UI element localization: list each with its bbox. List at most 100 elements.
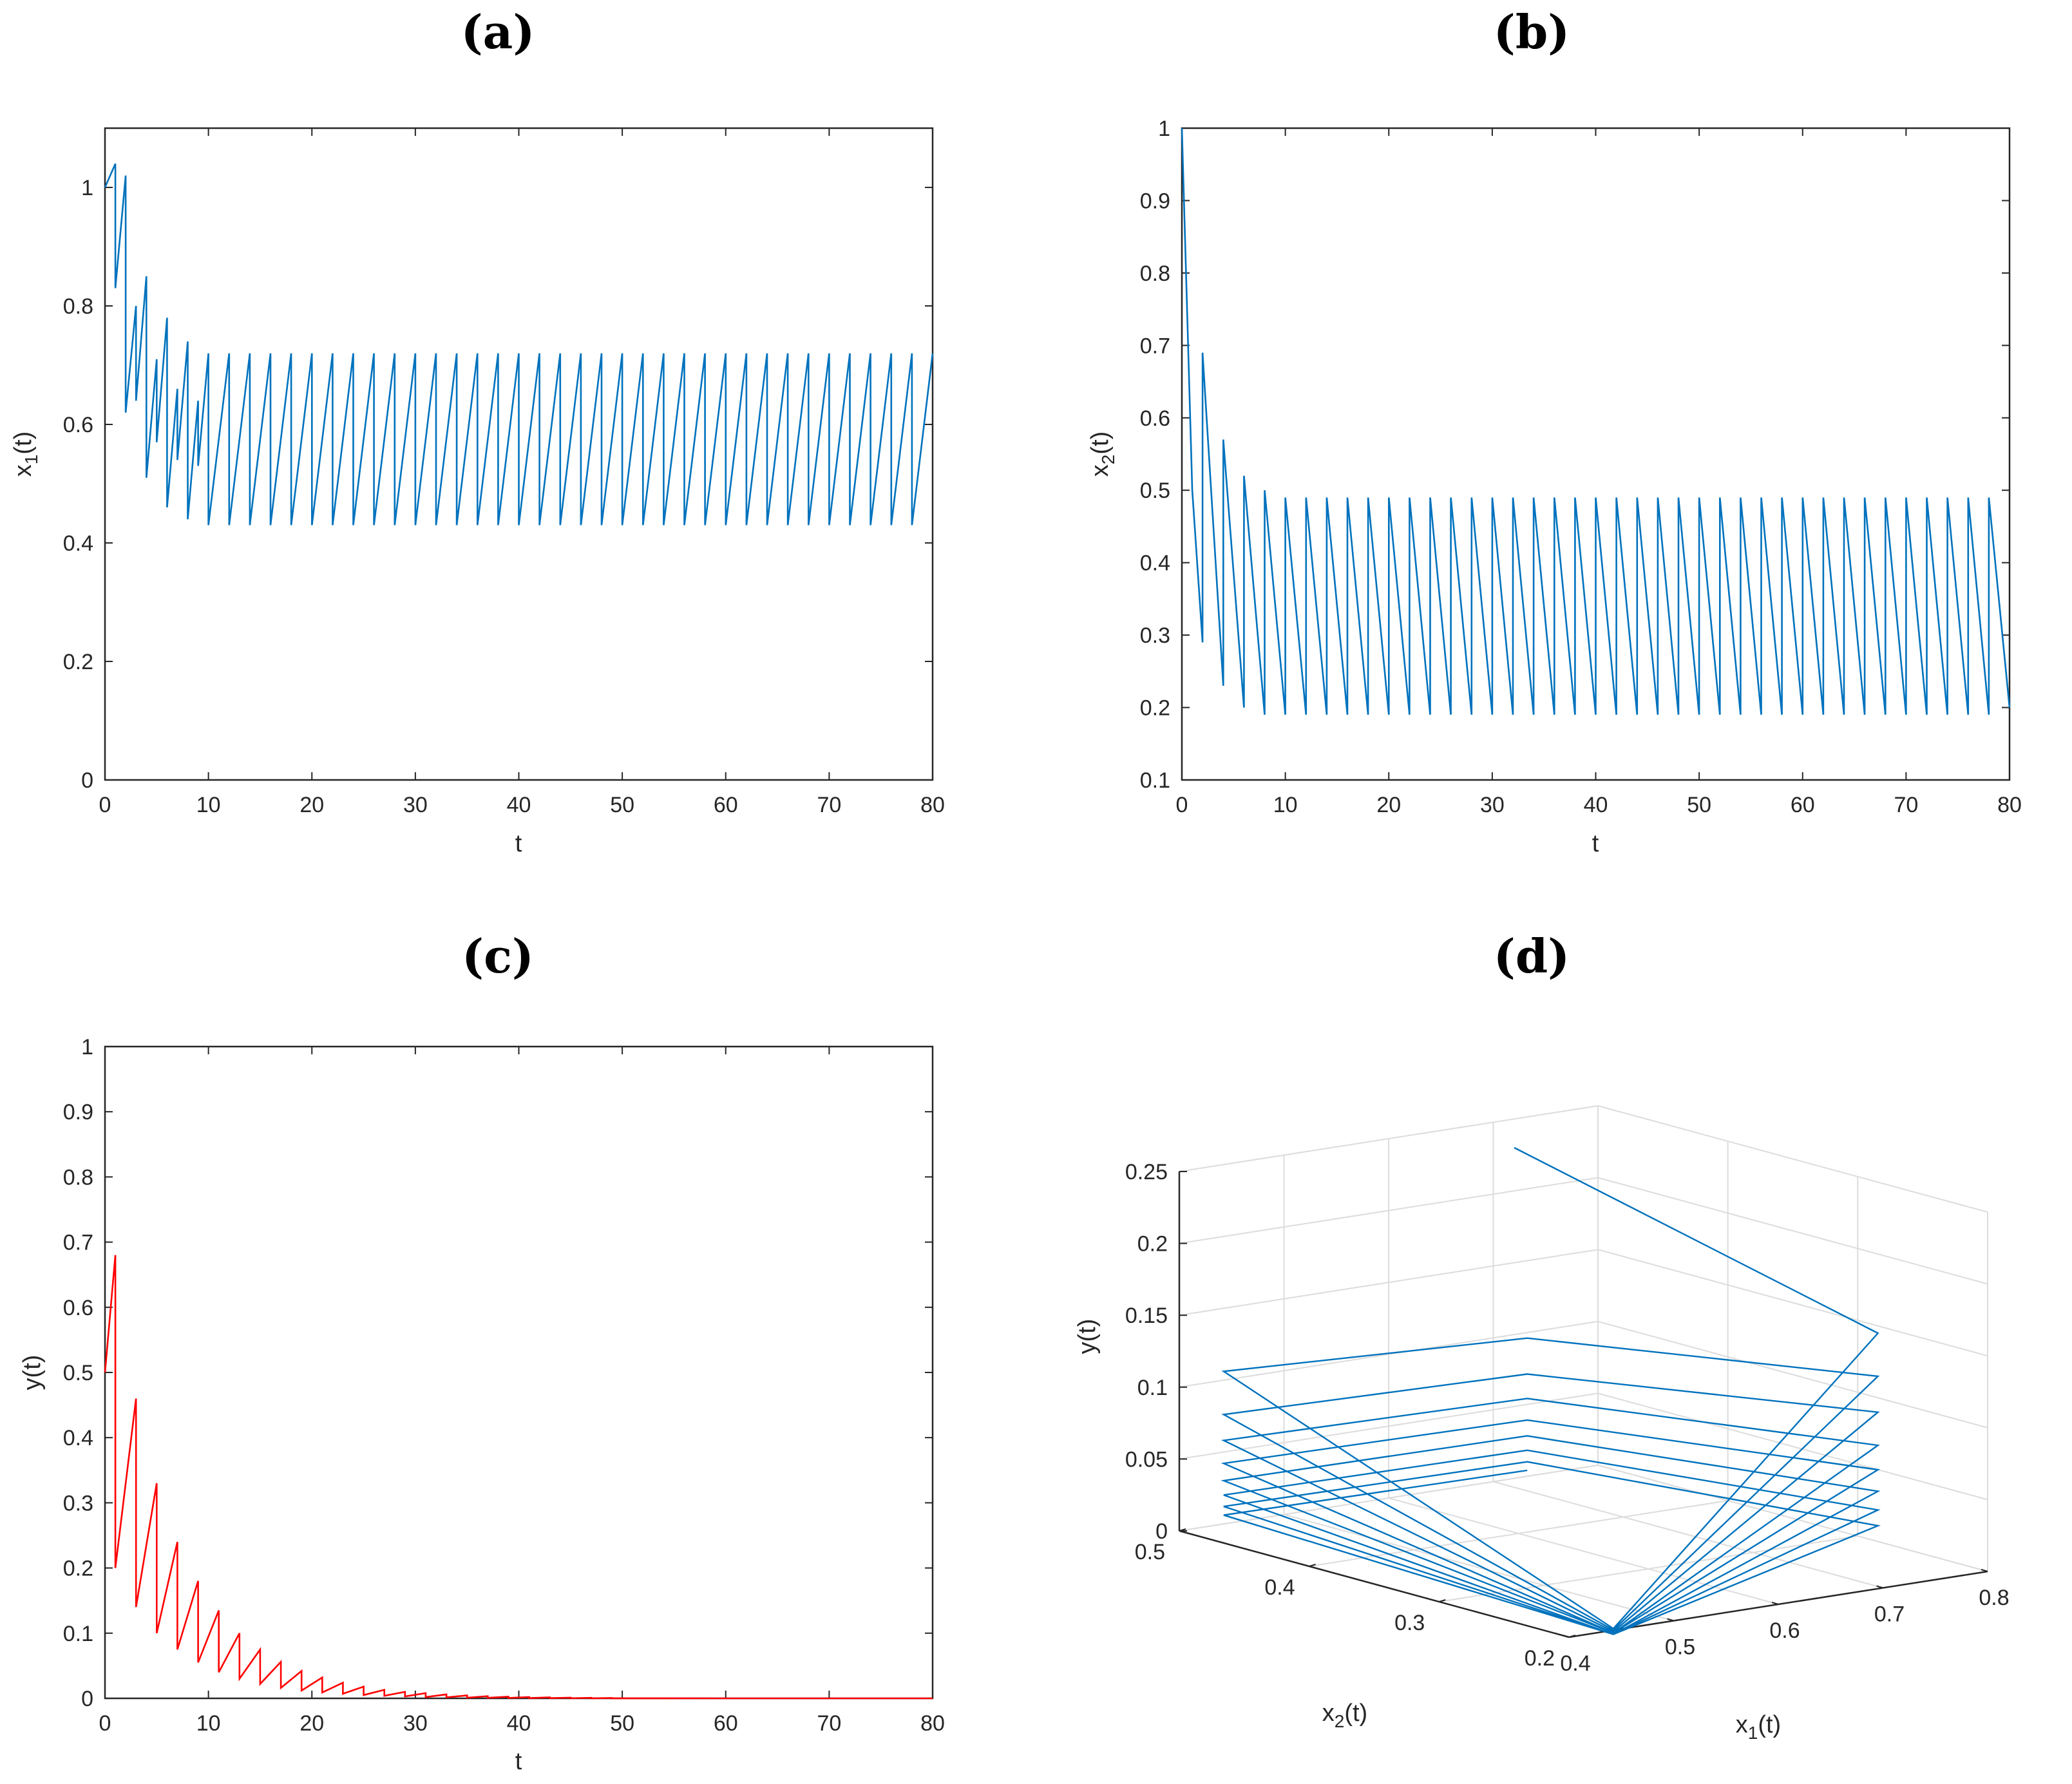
y-tick-label: 0.3 [63,1491,93,1515]
panel-b-x-ticks: 0 10 20 30 40 50 60 70 80 [1176,128,2022,817]
panel-d-x2-label: x2(t) [1322,1700,1367,1731]
floor-gridline [1493,1481,1883,1589]
x-tick-label: 0 [99,793,111,817]
y-tick-label: 1 [81,176,93,200]
x1-tick-mark [1771,1602,1779,1605]
x1-tick-label: 0.7 [1874,1602,1905,1627]
panel-c-title: (c) [462,929,534,983]
x2-tick-mark [1309,1564,1316,1567]
panel-d: (d) 0.4 0.5 0.6 0.7 0.8 0.2 0.3 0.4 0.5 0 0.05 0.… [1074,929,2010,1743]
panel-b: (b) 0 10 20 30 40 50 60 70 80 0.1 0.2 0.3 0.4 0.5 0.6… [1087,5,2022,857]
panel-a-y-ticks: 0 0.2 0.4 0.6 0.8 1 [63,176,933,793]
floor-gridline [1309,1500,1728,1567]
panel-d-y-ticks: 0 0.05 0.1 0.15 0.2 0.25 [1125,1160,1187,1544]
y-tick-label: 0.7 [63,1231,93,1255]
x-tick-label: 60 [714,1711,738,1736]
panel-b-y-label: x2(t) [1087,432,1118,477]
floor-gridline [1439,1535,1858,1602]
x-tick-label: 70 [1894,793,1918,817]
x-tick-label: 0 [1176,793,1188,817]
y-tick-label: 0.8 [63,294,93,319]
y-tick-label: 0.1 [1137,1376,1168,1400]
y-tick-label: 0 [1155,1519,1168,1544]
x-tick-label: 70 [817,1711,841,1736]
panel-c-y-ticks: 0 0.1 0.2 0.3 0.4 0.5 0.6 0.7 0.8 0.9 1 [63,1035,933,1711]
y-tick-label: 0.25 [1125,1160,1168,1184]
y-tick-label: 0.5 [63,1361,93,1385]
wall-gridline [1597,1177,1988,1285]
panel-d-y-label: y(t) [1074,1319,1101,1354]
x-tick-label: 40 [507,793,531,817]
y-tick-label: 0.6 [1140,406,1170,431]
panel-b-series-x2 [1181,128,2011,715]
panel-c-x-ticks: 0 10 20 30 40 50 60 70 80 [99,1047,945,1736]
wall-gridline [1597,1465,1988,1572]
panel-b-title: (b) [1494,5,1570,59]
panel-b-x-label: t [1592,830,1599,857]
y-tick-label: 0.3 [1140,623,1170,648]
x-tick-label: 0 [99,1711,111,1736]
y-tick-label: 0.7 [1140,334,1170,358]
x-tick-label: 30 [403,793,428,817]
x-tick-label: 20 [299,793,324,817]
panel-d-x1-ticks: 0.4 0.5 0.6 0.7 0.8 [1560,1569,2010,1676]
x-tick-label: 80 [920,793,945,817]
x2-tick-mark [1568,1635,1576,1638]
panel-c-axes [104,1045,934,1700]
y-tick-label: 0.15 [1125,1304,1168,1328]
x2-tick-label: 0.2 [1525,1646,1555,1671]
wall-gridline [1179,1177,1599,1244]
x-tick-label: 10 [1273,793,1298,817]
panel-d-x2-ticks: 0.2 0.3 0.4 0.5 [1135,1528,1576,1671]
wall-gridline [1179,1320,1599,1388]
x2-tick-label: 0.5 [1135,1540,1165,1564]
x-tick-label: 50 [610,793,634,817]
y-tick-label: 0.2 [63,1557,93,1581]
panel-c: (c) 0 10 20 30 40 50 60 70 80 0 0.1 0.2 0.3 0.4 0.5 0.… [19,929,945,1775]
y-tick-label: 0.9 [63,1100,93,1124]
y-tick-label: 0.6 [63,1296,93,1320]
panel-c-y-label: y(t) [19,1355,46,1390]
panel-c-series-y [104,1255,933,1700]
y-tick-label: 0.6 [63,413,93,437]
wall-gridline [1179,1105,1599,1172]
wall-gridline [1179,1249,1599,1316]
x-tick-label: 50 [1687,793,1711,817]
y-tick-label: 0.2 [1137,1232,1168,1257]
y-tick-label: 0.2 [63,650,93,674]
panel-a-y-label: x1(t) [10,432,41,477]
panel-d-title: (d) [1494,929,1570,983]
x-tick-label: 20 [299,1711,324,1736]
wall-gridline [1597,1320,1988,1428]
y-tick-label: 1 [1158,117,1170,141]
x-tick-label: 80 [1997,793,2022,817]
floor-gridline [1388,1497,1779,1605]
y-tick-label: 0.9 [1140,189,1170,213]
x-tick-label: 30 [1480,793,1505,817]
x1-tick-label: 0.5 [1665,1635,1695,1660]
x2-tick-label: 0.4 [1264,1575,1295,1600]
x-tick-label: 80 [920,1711,945,1736]
y-tick-label: 0.5 [1140,479,1170,503]
panel-b-y-ticks: 0.1 0.2 0.3 0.4 0.5 0.6 0.7 0.8 0.9 1 [1140,117,2010,793]
x-tick-label: 40 [507,1711,531,1736]
panel-a-series-x1 [104,163,934,526]
x-tick-label: 60 [714,793,738,817]
x1-tick-label: 0.4 [1560,1651,1590,1676]
panel-d-grid [1179,1105,1988,1638]
panel-a-title: (a) [461,5,535,59]
y-tick-label: 0.1 [63,1622,93,1646]
x-tick-label: 10 [196,1711,221,1736]
y-tick-label: 0.4 [63,531,93,556]
x-tick-label: 70 [817,793,841,817]
panel-a-x-ticks: 0 10 20 30 40 50 60 70 80 [99,128,945,817]
panel-a: (a) 0 10 20 30 40 50 60 70 80 0 0.2 0.4 0.6 0.8 1 t x… [10,5,945,857]
x1-tick-mark [1876,1585,1883,1589]
x-tick-label: 10 [196,793,221,817]
x-tick-label: 40 [1584,793,1608,817]
x1-tick-label: 0.8 [1979,1586,2009,1610]
wall-gridline [1597,1249,1988,1357]
y-tick-label: 0.2 [1140,696,1170,721]
panel-d-x1-label: x1(t) [1736,1711,1781,1743]
